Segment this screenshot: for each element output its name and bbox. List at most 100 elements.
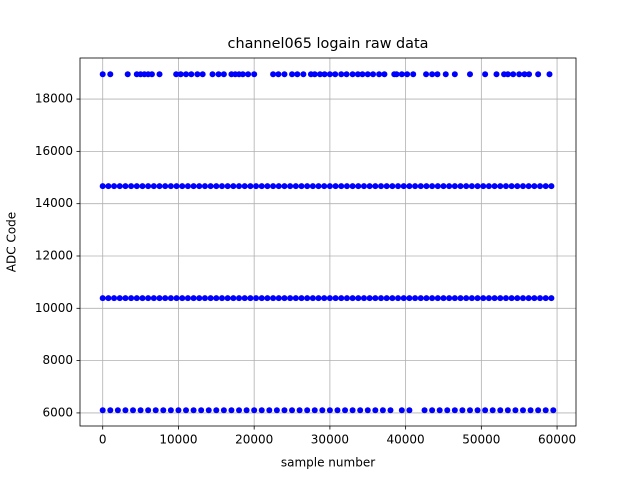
point — [395, 295, 402, 302]
point — [526, 71, 533, 78]
point — [139, 295, 146, 302]
y-tick-label: 12000 — [35, 248, 73, 262]
point — [207, 295, 214, 302]
point — [326, 183, 333, 190]
point — [434, 295, 441, 302]
point — [423, 183, 430, 190]
point — [201, 295, 208, 302]
point — [241, 183, 248, 190]
point — [270, 71, 277, 78]
point — [281, 295, 288, 302]
point — [519, 407, 526, 414]
point — [251, 71, 258, 78]
point — [349, 295, 356, 302]
point — [542, 295, 549, 302]
point — [292, 295, 299, 302]
point — [466, 407, 473, 414]
point — [230, 295, 237, 302]
point — [423, 71, 430, 78]
point — [124, 71, 131, 78]
point — [378, 183, 385, 190]
point — [213, 295, 220, 302]
point — [162, 183, 169, 190]
point — [287, 295, 294, 302]
point — [343, 295, 350, 302]
point — [326, 295, 333, 302]
point — [360, 295, 367, 302]
point — [183, 71, 190, 78]
y-axis-label: ADC Code — [5, 212, 19, 272]
point — [491, 295, 498, 302]
point — [122, 407, 129, 414]
point — [317, 71, 324, 78]
point — [508, 183, 515, 190]
point — [393, 71, 400, 78]
point — [152, 407, 159, 414]
point — [457, 295, 464, 302]
point — [421, 407, 428, 414]
point — [150, 295, 157, 302]
point — [531, 183, 538, 190]
point — [196, 183, 203, 190]
point — [236, 183, 243, 190]
point — [429, 71, 436, 78]
point — [281, 407, 288, 414]
point — [514, 183, 521, 190]
point — [542, 407, 549, 414]
point — [429, 183, 436, 190]
point — [266, 407, 273, 414]
point — [412, 183, 419, 190]
point — [309, 183, 316, 190]
point — [516, 71, 523, 78]
point — [349, 71, 356, 78]
point — [366, 295, 373, 302]
point — [156, 295, 163, 302]
point — [167, 183, 174, 190]
point — [387, 407, 394, 414]
point — [275, 295, 282, 302]
point — [224, 295, 231, 302]
point — [482, 71, 489, 78]
point — [122, 183, 129, 190]
point — [130, 407, 137, 414]
point — [128, 183, 135, 190]
point — [376, 71, 383, 78]
point — [482, 407, 489, 414]
point — [311, 407, 318, 414]
point — [379, 407, 386, 414]
point — [220, 407, 227, 414]
point — [510, 71, 517, 78]
point — [133, 295, 140, 302]
point — [383, 183, 390, 190]
point — [213, 407, 220, 414]
point — [294, 71, 301, 78]
point — [150, 183, 157, 190]
point — [145, 183, 152, 190]
point — [440, 183, 447, 190]
point — [220, 71, 227, 78]
point — [111, 183, 118, 190]
point — [184, 183, 191, 190]
point — [162, 295, 169, 302]
point — [304, 183, 311, 190]
point — [535, 407, 542, 414]
x-tick-label: 50000 — [462, 433, 500, 447]
point — [332, 295, 339, 302]
point — [548, 295, 555, 302]
axes-frame — [79, 57, 577, 427]
point — [190, 295, 197, 302]
point — [349, 407, 356, 414]
point — [133, 183, 140, 190]
point — [417, 295, 424, 302]
point — [258, 183, 265, 190]
point — [468, 183, 475, 190]
point — [179, 295, 186, 302]
point — [535, 71, 542, 78]
point — [338, 183, 345, 190]
point — [459, 407, 466, 414]
point — [400, 183, 407, 190]
point — [463, 295, 470, 302]
y-tick-label: 16000 — [35, 144, 73, 158]
point — [304, 407, 311, 414]
